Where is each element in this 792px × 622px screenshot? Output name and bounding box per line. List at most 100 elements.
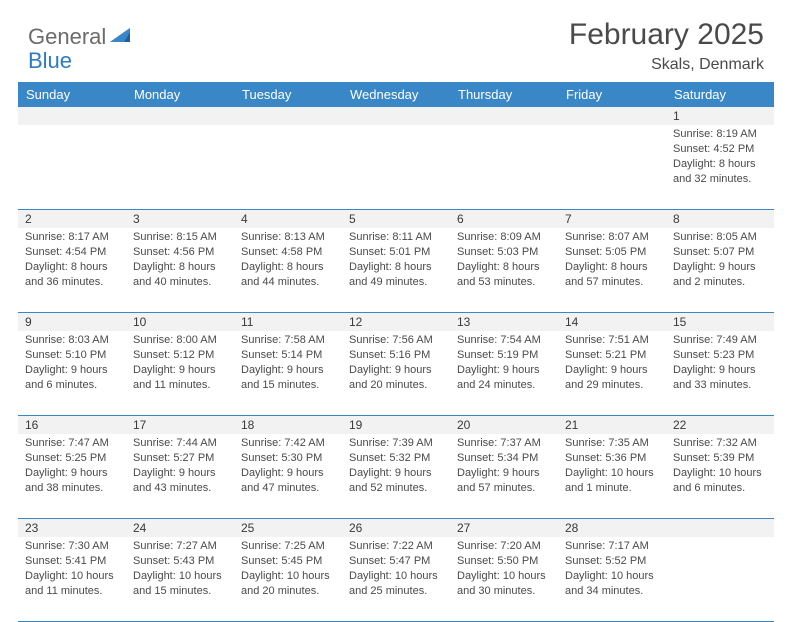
page-subtitle: Skals, Denmark <box>569 56 764 74</box>
daylight-text-1: Daylight: 10 hours <box>673 466 767 481</box>
daylight-text-1: Daylight: 9 hours <box>349 363 443 378</box>
daylight-text-2: and 25 minutes. <box>349 584 443 599</box>
sunrise-text: Sunrise: 8:11 AM <box>349 230 443 245</box>
day-cell-body: Sunrise: 8:11 AMSunset: 5:01 PMDaylight:… <box>342 228 450 295</box>
day-cell: Sunrise: 8:00 AMSunset: 5:12 PMDaylight:… <box>126 331 234 415</box>
day-cell-body: Sunrise: 8:19 AMSunset: 4:52 PMDaylight:… <box>666 125 774 192</box>
day-number: 24 <box>126 519 234 537</box>
sunrise-text: Sunrise: 7:27 AM <box>133 539 227 554</box>
day-cell-body: Sunrise: 7:47 AMSunset: 5:25 PMDaylight:… <box>18 434 126 501</box>
sunset-text: Sunset: 5:07 PM <box>673 245 767 260</box>
day-number: 10 <box>126 313 234 331</box>
sunset-text: Sunset: 4:54 PM <box>25 245 119 260</box>
week-row: Sunrise: 8:17 AMSunset: 4:54 PMDaylight:… <box>18 228 774 313</box>
daynum-row: 1 <box>18 107 774 125</box>
day-number: 17 <box>126 416 234 434</box>
sunset-text: Sunset: 5:01 PM <box>349 245 443 260</box>
day-number: 11 <box>234 313 342 331</box>
logo-text-general: General <box>28 24 106 50</box>
daylight-text-2: and 11 minutes. <box>133 378 227 393</box>
day-number: 12 <box>342 313 450 331</box>
day-cell: Sunrise: 7:42 AMSunset: 5:30 PMDaylight:… <box>234 434 342 518</box>
daylight-text-2: and 20 minutes. <box>349 378 443 393</box>
day-number: 28 <box>558 519 666 537</box>
sunrise-text: Sunrise: 7:17 AM <box>565 539 659 554</box>
day-number <box>666 519 774 537</box>
day-cell-body: Sunrise: 7:51 AMSunset: 5:21 PMDaylight:… <box>558 331 666 398</box>
sunset-text: Sunset: 5:45 PM <box>241 554 335 569</box>
daylight-text-1: Daylight: 10 hours <box>241 569 335 584</box>
daylight-text-1: Daylight: 9 hours <box>25 363 119 378</box>
logo: General <box>28 24 134 50</box>
day-number: 3 <box>126 210 234 228</box>
day-header-sat: Saturday <box>666 82 774 107</box>
daylight-text-2: and 11 minutes. <box>25 584 119 599</box>
daylight-text-1: Daylight: 9 hours <box>133 466 227 481</box>
daylight-text-2: and 30 minutes. <box>457 584 551 599</box>
sunrise-text: Sunrise: 7:35 AM <box>565 436 659 451</box>
sunrise-text: Sunrise: 7:49 AM <box>673 333 767 348</box>
day-cell: Sunrise: 7:20 AMSunset: 5:50 PMDaylight:… <box>450 537 558 621</box>
daylight-text-2: and 43 minutes. <box>133 481 227 496</box>
day-cell: Sunrise: 7:47 AMSunset: 5:25 PMDaylight:… <box>18 434 126 518</box>
daylight-text-1: Daylight: 9 hours <box>457 466 551 481</box>
day-number: 4 <box>234 210 342 228</box>
sunrise-text: Sunrise: 8:15 AM <box>133 230 227 245</box>
day-cell: Sunrise: 8:17 AMSunset: 4:54 PMDaylight:… <box>18 228 126 312</box>
daynum-row: 16171819202122 <box>18 416 774 434</box>
day-number: 13 <box>450 313 558 331</box>
day-cell-body: Sunrise: 7:20 AMSunset: 5:50 PMDaylight:… <box>450 537 558 604</box>
day-cell-body: Sunrise: 8:00 AMSunset: 5:12 PMDaylight:… <box>126 331 234 398</box>
sunset-text: Sunset: 5:25 PM <box>25 451 119 466</box>
sunrise-text: Sunrise: 7:32 AM <box>673 436 767 451</box>
day-number <box>342 107 450 125</box>
week-row: Sunrise: 7:30 AMSunset: 5:41 PMDaylight:… <box>18 537 774 622</box>
daylight-text-1: Daylight: 9 hours <box>349 466 443 481</box>
daylight-text-2: and 15 minutes. <box>133 584 227 599</box>
day-header-tue: Tuesday <box>234 82 342 107</box>
day-cell-body: Sunrise: 7:27 AMSunset: 5:43 PMDaylight:… <box>126 537 234 604</box>
daylight-text-2: and 40 minutes. <box>133 275 227 290</box>
daynum-row: 9101112131415 <box>18 313 774 331</box>
day-cell-empty <box>18 125 126 209</box>
sunrise-text: Sunrise: 8:05 AM <box>673 230 767 245</box>
daylight-text-2: and 49 minutes. <box>349 275 443 290</box>
daylight-text-1: Daylight: 9 hours <box>565 363 659 378</box>
daylight-text-2: and 2 minutes. <box>673 275 767 290</box>
day-cell-body: Sunrise: 7:25 AMSunset: 5:45 PMDaylight:… <box>234 537 342 604</box>
daylight-text-1: Daylight: 8 hours <box>25 260 119 275</box>
sunset-text: Sunset: 5:05 PM <box>565 245 659 260</box>
daylight-text-2: and 33 minutes. <box>673 378 767 393</box>
daylight-text-2: and 6 minutes. <box>673 481 767 496</box>
daylight-text-2: and 32 minutes. <box>673 172 767 187</box>
sunrise-text: Sunrise: 7:58 AM <box>241 333 335 348</box>
day-cell: Sunrise: 7:58 AMSunset: 5:14 PMDaylight:… <box>234 331 342 415</box>
sunrise-text: Sunrise: 7:37 AM <box>457 436 551 451</box>
weeks-container: 1Sunrise: 8:19 AMSunset: 4:52 PMDaylight… <box>18 107 774 622</box>
daylight-text-2: and 57 minutes. <box>565 275 659 290</box>
daylight-text-1: Daylight: 10 hours <box>349 569 443 584</box>
page-title: February 2025 <box>569 18 764 52</box>
day-number: 6 <box>450 210 558 228</box>
daylight-text-1: Daylight: 9 hours <box>25 466 119 481</box>
day-cell-body: Sunrise: 7:44 AMSunset: 5:27 PMDaylight:… <box>126 434 234 501</box>
day-number <box>558 107 666 125</box>
sunrise-text: Sunrise: 8:07 AM <box>565 230 659 245</box>
daylight-text-1: Daylight: 8 hours <box>565 260 659 275</box>
day-cell: Sunrise: 7:22 AMSunset: 5:47 PMDaylight:… <box>342 537 450 621</box>
sunset-text: Sunset: 5:12 PM <box>133 348 227 363</box>
daylight-text-1: Daylight: 10 hours <box>565 466 659 481</box>
day-cell: Sunrise: 8:09 AMSunset: 5:03 PMDaylight:… <box>450 228 558 312</box>
sunset-text: Sunset: 5:52 PM <box>565 554 659 569</box>
day-cell: Sunrise: 7:27 AMSunset: 5:43 PMDaylight:… <box>126 537 234 621</box>
day-number: 23 <box>18 519 126 537</box>
day-cell: Sunrise: 7:51 AMSunset: 5:21 PMDaylight:… <box>558 331 666 415</box>
day-cell-body: Sunrise: 7:30 AMSunset: 5:41 PMDaylight:… <box>18 537 126 604</box>
sunset-text: Sunset: 4:58 PM <box>241 245 335 260</box>
day-number <box>234 107 342 125</box>
day-number: 7 <box>558 210 666 228</box>
day-header-wed: Wednesday <box>342 82 450 107</box>
logo-text-blue: Blue <box>28 48 72 73</box>
sunset-text: Sunset: 5:19 PM <box>457 348 551 363</box>
day-cell-body: Sunrise: 7:37 AMSunset: 5:34 PMDaylight:… <box>450 434 558 501</box>
